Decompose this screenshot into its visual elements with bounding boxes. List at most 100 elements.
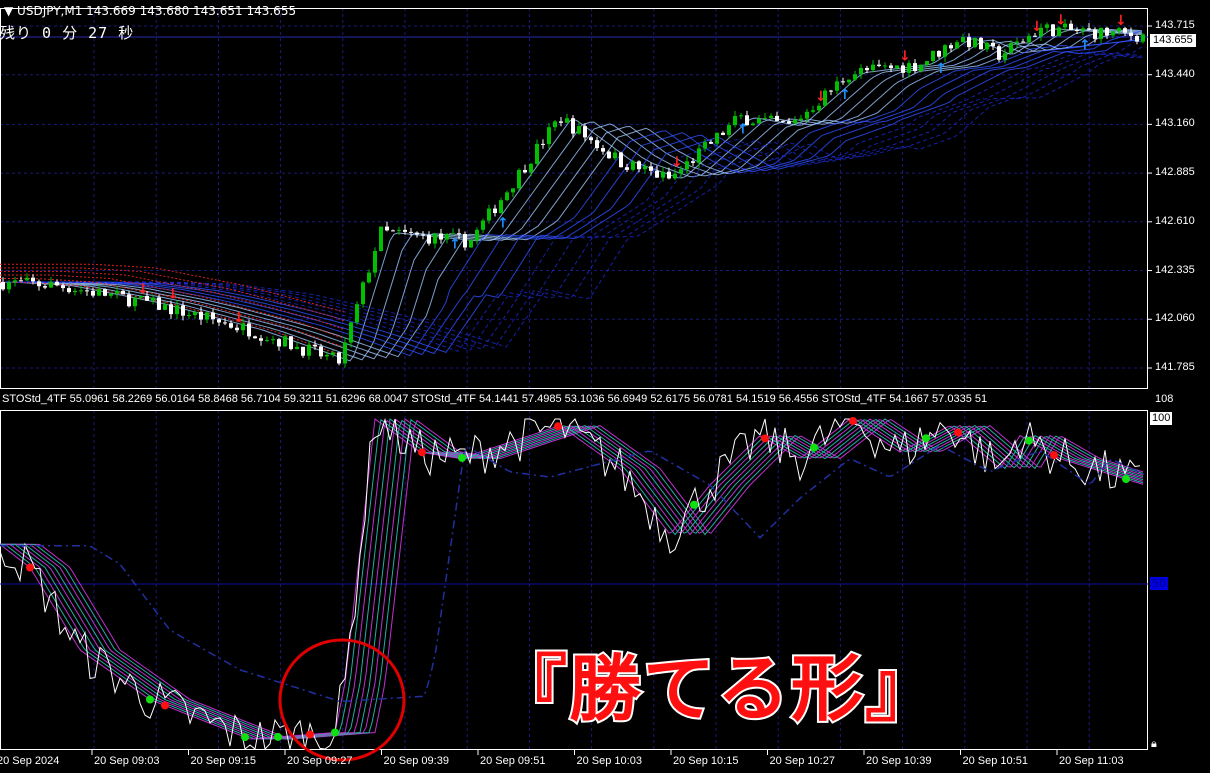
candle-body bbox=[787, 121, 791, 124]
candle-body bbox=[1123, 28, 1127, 33]
candle-body bbox=[1129, 32, 1133, 36]
candle-body bbox=[247, 323, 251, 337]
candle-body bbox=[241, 323, 245, 331]
candle-body bbox=[193, 311, 197, 316]
price-tick: 143.715 bbox=[1155, 19, 1195, 31]
ma-ribbon-red bbox=[0, 270, 345, 330]
candle-body bbox=[511, 188, 515, 193]
candle-body bbox=[859, 68, 863, 75]
price-tick: 142.060 bbox=[1155, 312, 1195, 325]
candle-body bbox=[1027, 35, 1031, 42]
candle-body bbox=[313, 344, 317, 347]
candle-body bbox=[277, 339, 281, 347]
stoch-sell-dot bbox=[26, 563, 34, 572]
down-arrow-icon: ↓ bbox=[899, 48, 911, 64]
candle-body bbox=[529, 163, 533, 173]
indicator-pane-frame bbox=[0, 410, 1148, 750]
candle-body bbox=[289, 336, 293, 350]
candle-body bbox=[199, 311, 203, 320]
candle-body bbox=[97, 289, 101, 296]
stoch-buy-dot bbox=[458, 453, 466, 462]
ma-ribbon-line bbox=[2, 28, 1143, 361]
candle-body bbox=[565, 118, 569, 123]
candle-body bbox=[301, 346, 305, 356]
stoch-sell-dot bbox=[761, 434, 769, 443]
candle-body bbox=[517, 169, 521, 189]
candle-body bbox=[667, 171, 671, 179]
candle-body bbox=[175, 305, 179, 315]
candle-body bbox=[61, 285, 65, 289]
candle-body bbox=[415, 232, 419, 235]
candle-body bbox=[559, 121, 563, 123]
candle-body bbox=[883, 65, 887, 67]
candle-body bbox=[583, 126, 587, 138]
candle-body bbox=[19, 280, 23, 282]
candle-body bbox=[151, 297, 155, 301]
candle-body bbox=[661, 171, 665, 178]
candle-body bbox=[679, 169, 683, 174]
annotation-circle bbox=[278, 638, 406, 762]
candle-body bbox=[331, 352, 335, 355]
ma-ribbon-line bbox=[2, 39, 1143, 355]
ma-ribbon-red bbox=[0, 274, 345, 339]
candle-body bbox=[13, 280, 17, 283]
candle-body bbox=[865, 68, 869, 71]
candle-body bbox=[373, 250, 377, 273]
candle-body bbox=[43, 286, 47, 288]
candle-body bbox=[481, 220, 485, 230]
candle-body bbox=[1141, 34, 1145, 42]
candle-body bbox=[655, 170, 659, 178]
candle-body bbox=[703, 142, 707, 149]
candle-body bbox=[949, 45, 953, 49]
candle-body bbox=[715, 132, 719, 144]
candle-body bbox=[463, 233, 467, 248]
candle-body bbox=[127, 294, 131, 307]
symbol-quote: USDJPY,M1 143.669 143.680 143.651 143.65… bbox=[17, 4, 297, 18]
down-arrow-icon: ↓ bbox=[1115, 13, 1127, 29]
candle-body bbox=[871, 64, 875, 71]
candle-body bbox=[733, 116, 737, 126]
stoch-buy-dot bbox=[690, 500, 698, 509]
stoch-sell-dot bbox=[418, 448, 426, 457]
ma-ribbon-line bbox=[2, 39, 1143, 353]
candle-body bbox=[217, 319, 221, 323]
candle-body bbox=[613, 152, 617, 159]
up-arrow-icon: ↑ bbox=[1079, 37, 1091, 53]
candle-body bbox=[817, 105, 821, 111]
candle-body bbox=[649, 166, 653, 171]
down-arrow-icon: ↓ bbox=[137, 281, 149, 297]
candle-body bbox=[1093, 29, 1097, 39]
time-tick: 20 Sep 10:51 bbox=[962, 755, 1028, 767]
current-price-label: 143.655 bbox=[1150, 34, 1196, 47]
candle-body bbox=[205, 312, 209, 320]
candle-body bbox=[439, 233, 443, 240]
candle-body bbox=[1111, 31, 1115, 36]
stoch-buy-dot bbox=[1122, 475, 1130, 484]
candle-body bbox=[721, 132, 725, 135]
stoch-buy-dot bbox=[146, 695, 154, 704]
collapse-triangle-icon[interactable]: ▼ bbox=[4, 4, 18, 18]
lock-icon[interactable]: 🔒︎ bbox=[1151, 737, 1157, 750]
stoch-ribbon-line bbox=[0, 419, 1144, 740]
candle-body bbox=[109, 293, 113, 296]
candle-body bbox=[1075, 29, 1079, 31]
candle-body bbox=[895, 65, 899, 69]
candle-body bbox=[889, 65, 893, 69]
candle-body bbox=[1063, 23, 1067, 28]
candle-body bbox=[493, 208, 497, 214]
candle-body bbox=[181, 305, 185, 316]
up-arrow-icon: ↑ bbox=[497, 216, 509, 232]
candle-body bbox=[955, 42, 959, 49]
candle-body bbox=[7, 282, 11, 290]
candle-body bbox=[991, 42, 995, 47]
candle-body bbox=[751, 123, 755, 126]
candle-body bbox=[535, 143, 539, 164]
stoch-buy-dot bbox=[922, 434, 930, 443]
candle-body bbox=[379, 226, 383, 251]
up-arrow-icon: ↑ bbox=[839, 87, 851, 103]
time-tick: 20 Sep 10:03 bbox=[576, 755, 642, 767]
candle-body bbox=[589, 137, 593, 141]
candle-body bbox=[1009, 42, 1013, 54]
